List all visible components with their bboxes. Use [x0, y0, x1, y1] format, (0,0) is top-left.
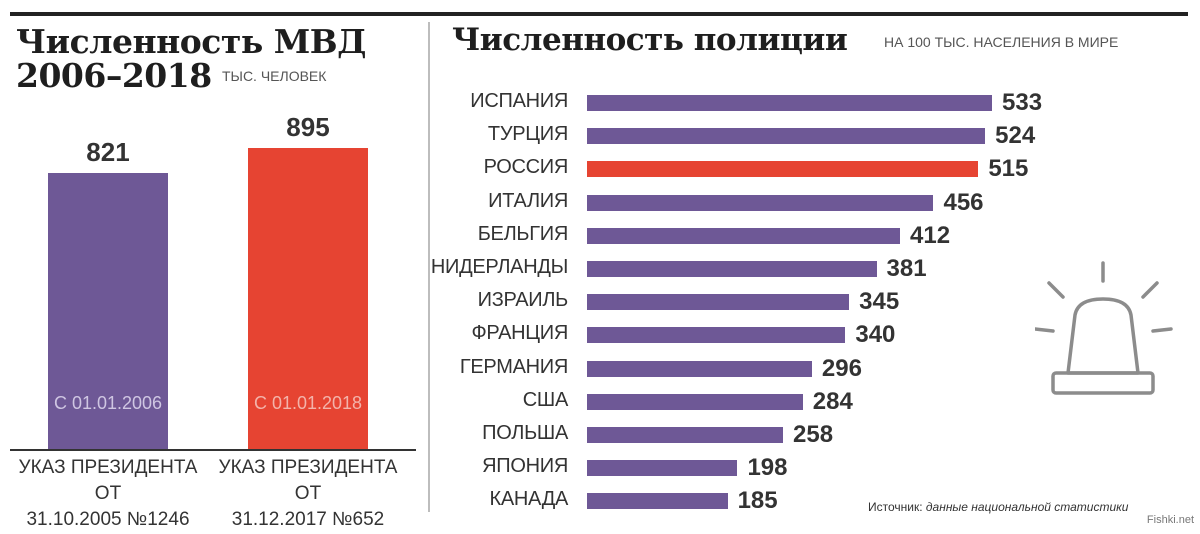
country-label: НИДЕРЛАНДЫ	[430, 256, 568, 278]
country-bar	[587, 327, 846, 344]
country-bar	[587, 294, 850, 311]
left-chart-title-years: 2006–2018	[16, 56, 212, 95]
country-label: КАНАДА	[489, 488, 568, 511]
watermark: Fishki.net	[1146, 514, 1194, 526]
left-bar-1	[48, 172, 168, 449]
country-value: 456	[943, 188, 984, 216]
country-value: 381	[886, 255, 927, 282]
country-bar	[587, 227, 901, 244]
caption-line: 31.10.2005 №1246	[26, 509, 190, 530]
country-bar	[587, 95, 992, 111]
country-value: 515	[988, 155, 1029, 183]
left-chart-baseline	[10, 449, 416, 451]
country-label: США	[522, 388, 569, 411]
country-bar	[587, 493, 728, 510]
country-label: ГЕРМАНИЯ	[459, 355, 568, 378]
country-bar	[587, 128, 986, 145]
country-bar	[587, 427, 784, 443]
left-bar-value-2: 895	[286, 112, 330, 142]
country-label: РОССИЯ	[483, 156, 569, 179]
country-label: ФРАНЦИЯ	[471, 322, 568, 345]
country-bar	[587, 161, 979, 178]
top-rule	[10, 12, 1188, 16]
left-bar-value-1: 821	[86, 136, 130, 167]
left-bar-caption-1: УКАЗ ПРЕЗИДЕНТА ОТ 31.10.2005 №1246	[8, 455, 208, 533]
country-value: 185	[737, 487, 778, 515]
left-chart-subtitle: ТЫС. ЧЕЛОВЕК	[222, 68, 327, 84]
country-label: ИСПАНИЯ	[470, 90, 568, 112]
country-value: 284	[812, 387, 853, 415]
country-label: ТУРЦИЯ	[487, 123, 568, 146]
country-bar	[587, 261, 877, 277]
country-value: 296	[821, 354, 862, 382]
left-chart-title: Численность МВД	[16, 22, 366, 61]
country-label: БЕЛЬГИЯ	[477, 222, 569, 245]
country-value: 345	[859, 288, 900, 316]
country-bar	[587, 360, 812, 377]
country-bar	[587, 393, 803, 410]
country-value: 533	[1002, 89, 1043, 116]
country-label: ИТАЛИЯ	[488, 189, 568, 212]
country-label: ПОЛЬША	[482, 422, 568, 444]
siren-icon	[1035, 261, 1173, 395]
country-bar	[587, 194, 934, 211]
country-label: ЯПОНИЯ	[482, 455, 568, 478]
source-note: Источник: данные национальной статистики	[868, 500, 1128, 514]
panel-divider	[428, 22, 430, 512]
country-value: 412	[910, 221, 951, 249]
country-value: 258	[793, 421, 834, 448]
country-value: 198	[747, 454, 788, 482]
source-label: Источник:	[868, 500, 923, 514]
caption-line: 31.12.2017 №652	[231, 509, 385, 530]
caption-line: УКАЗ ПРЕЗИДЕНТА ОТ	[18, 457, 198, 504]
right-chart-title: Численность полиции	[452, 22, 848, 58]
source-text: данные национальной статистики	[925, 500, 1129, 514]
country-value: 340	[855, 321, 896, 349]
left-bar-date-1: С 01.01.2006	[53, 393, 163, 413]
country-label: ИЗРАИЛЬ	[477, 289, 569, 312]
country-bar	[587, 460, 738, 477]
left-bar-2	[248, 148, 368, 449]
left-bar-caption-2: УКАЗ ПРЕЗИДЕНТА ОТ 31.12.2017 №652	[208, 455, 408, 533]
right-chart-subtitle: НА 100 ТЫС. НАСЕЛЕНИЯ В МИРЕ	[884, 34, 1119, 50]
left-bar-date-2: С 01.01.2018	[253, 393, 363, 413]
country-value: 524	[995, 122, 1036, 150]
caption-line: УКАЗ ПРЕЗИДЕНТА ОТ	[218, 457, 398, 504]
